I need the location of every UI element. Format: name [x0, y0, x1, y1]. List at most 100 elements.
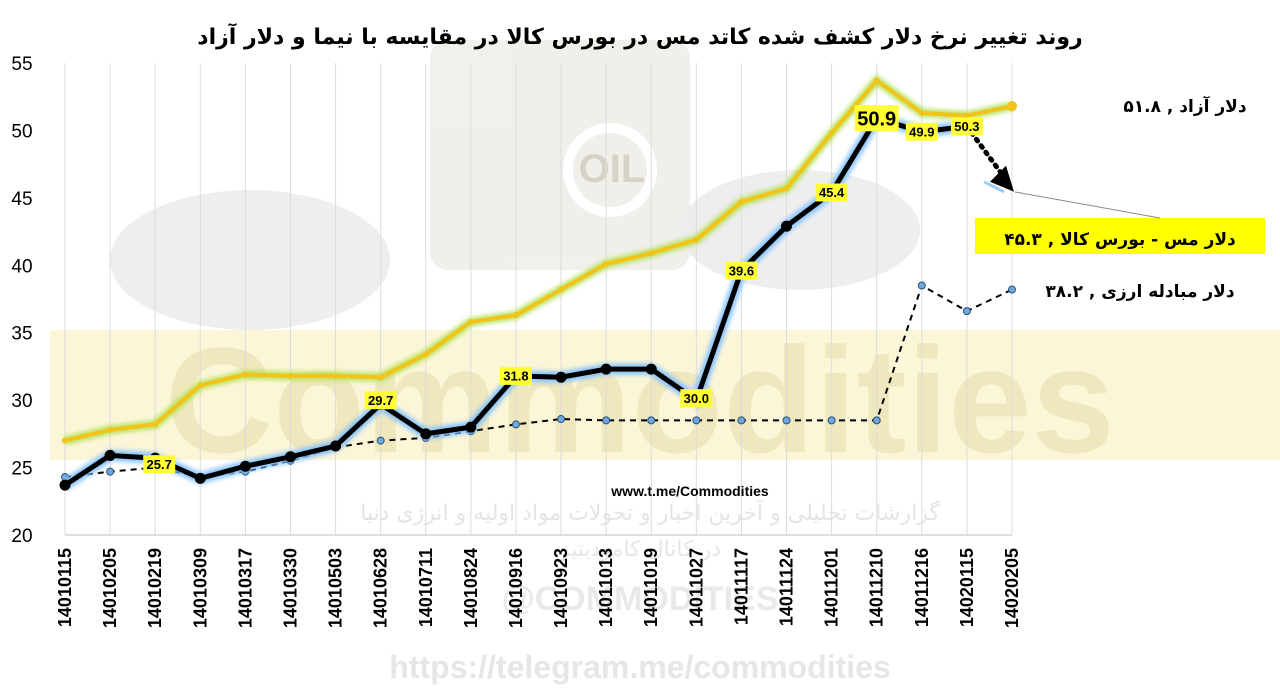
free-dollar-point	[242, 371, 249, 378]
copper-data-label-bg	[364, 391, 397, 410]
data-labels: 25.7 29.7 31.8 30.0 39.6 45.4 50.9 49.9 50.3	[143, 105, 983, 474]
exchange-dollar-point	[511, 420, 520, 429]
legend-copper-label: دلار مس - بورس کالا , ۴۵.۳	[975, 218, 1265, 254]
x-tick-label: 14010916	[506, 548, 526, 628]
copper-label-leader	[1014, 191, 1161, 219]
x-tick-label: 14010628	[371, 548, 391, 628]
exchange-dollar-point	[106, 467, 115, 476]
free-dollar-point	[1007, 101, 1017, 112]
exchange-dollar-point	[376, 436, 385, 445]
x-tick-label: 14011027	[686, 548, 706, 627]
x-tick-label: 14020205	[1002, 548, 1022, 628]
free-dollar-point	[693, 236, 700, 243]
free-dollar-point	[422, 351, 429, 358]
copper-label-highlight	[975, 218, 1265, 254]
x-tick-label: 14011216	[912, 548, 932, 627]
y-tick-label: 55	[11, 54, 32, 75]
y-tick-label: 30	[11, 391, 32, 412]
x-axis: 14010115 14010205 14010219 14010309 14010317…	[55, 548, 1022, 628]
x-tick-label: 14010309	[190, 548, 210, 628]
chart-title: روند تغییر نرخ دلار کشف شده کاتد مس در ب…	[197, 22, 1082, 50]
y-tick-label: 40	[11, 256, 32, 277]
exchange-dollar-point	[872, 416, 881, 425]
free-dollar-point	[512, 312, 519, 319]
free-dollar-point	[783, 185, 790, 192]
copper-dollar-point	[284, 451, 296, 463]
y-axis: 20 25 30 35 40 45 50 55	[11, 54, 32, 547]
y-tick-label: 45	[11, 189, 32, 210]
y-tick-label: 25	[11, 459, 32, 480]
x-tick-label: 14010711	[416, 548, 436, 627]
copper-data-label-bg	[680, 389, 713, 408]
copper-data-label: 49.9	[909, 124, 934, 139]
copper-data-label-bg	[725, 261, 758, 280]
x-tick-label: 14010824	[461, 548, 481, 628]
free-dollar-point	[107, 426, 114, 433]
copper-data-label-bg	[854, 105, 899, 132]
free-dollar-point	[152, 421, 159, 428]
copper-dollar-point	[330, 440, 342, 452]
telegram-url-watermark: https://telegram.me/commodities	[389, 649, 890, 685]
commodities-watermark: Commodities	[165, 316, 1115, 484]
copper-data-label: 50.9	[857, 108, 896, 130]
oil-logo-text: OIL	[579, 147, 646, 191]
x-tick-label: 14010503	[326, 548, 346, 628]
copper-dollar-point	[645, 363, 657, 375]
y-tick-label: 20	[11, 526, 32, 547]
x-tick-label: 14010330	[280, 548, 300, 628]
exchange-dollar-point	[782, 416, 791, 425]
oil-logo-watermark	[110, 40, 920, 330]
exchange-dollar-point	[1008, 285, 1016, 294]
persian-watermark-line-2: در کانال کامودیتیز	[558, 537, 721, 562]
copper-dollar-point	[420, 428, 432, 440]
legend-free-label: دلار آزاد , ۵۱.۸	[1123, 95, 1246, 117]
free-dollar-point	[287, 372, 294, 379]
copper-dollar-point	[465, 421, 477, 433]
x-tick-label: 14011210	[867, 548, 887, 627]
x-tick-label: 14011201	[822, 548, 842, 627]
copper-dollar-label: دلار مس - بورس کالا , ۴۵.۳	[1004, 230, 1236, 250]
free-dollar-point	[963, 112, 970, 119]
free-dollar-point	[828, 130, 835, 137]
copper-dollar-point	[104, 449, 116, 461]
free-dollar-point	[332, 372, 339, 379]
exchange-dollar-point	[557, 415, 566, 424]
copper-dollar-point	[555, 371, 567, 383]
exchange-dollar-point	[692, 416, 701, 425]
copper-data-label: 31.8	[503, 369, 528, 384]
copper-data-label: 45.4	[819, 185, 845, 200]
copper-data-label-bg	[905, 122, 938, 141]
exchange-dollar-point	[737, 416, 746, 425]
copper-data-label: 39.6	[729, 263, 754, 278]
copper-data-label: 50.3	[954, 119, 979, 134]
free-dollar-point	[648, 250, 655, 257]
x-tick-label: 14020115	[957, 548, 977, 627]
free-dollar-point	[558, 286, 565, 293]
x-tick-label: 14010219	[145, 548, 165, 628]
copper-dollar-point	[59, 479, 71, 491]
copper-dollar-point	[239, 460, 251, 472]
copper-data-label: 25.7	[147, 457, 172, 472]
free-dollar-point	[377, 374, 384, 381]
watermark-layer: Commodities OIL گزارشات تحلیلی و آخرین ا…	[50, 40, 1280, 685]
free-dollar-point	[918, 109, 925, 116]
copper-data-label-bg	[143, 455, 176, 474]
copper-dollar-arrow-glow	[983, 180, 1005, 194]
persian-watermark-line: گزارشات تحلیلی و آخرین اخبار و تحولات مو…	[360, 499, 940, 526]
y-tick-label: 50	[11, 121, 32, 142]
free-dollar-line	[64, 77, 1013, 443]
x-tick-label: 14011013	[596, 548, 616, 627]
x-tick-label: 14010923	[551, 548, 571, 628]
free-dollar-point	[873, 77, 880, 84]
free-dollar-point	[197, 382, 204, 389]
copper-data-label-bg	[499, 366, 532, 385]
exchange-dollar-point	[962, 307, 971, 316]
x-tick-label: 14010317	[235, 548, 255, 628]
watermark-band	[50, 330, 1280, 460]
exchange-dollar-point	[827, 416, 836, 425]
x-tick-label: 14010115	[55, 548, 75, 627]
free-dollar-point	[738, 198, 745, 205]
exchange-dollar-point	[917, 281, 926, 290]
handle-watermark: @COMMODITIES	[502, 580, 779, 618]
exchange-dollar-point	[602, 416, 611, 425]
